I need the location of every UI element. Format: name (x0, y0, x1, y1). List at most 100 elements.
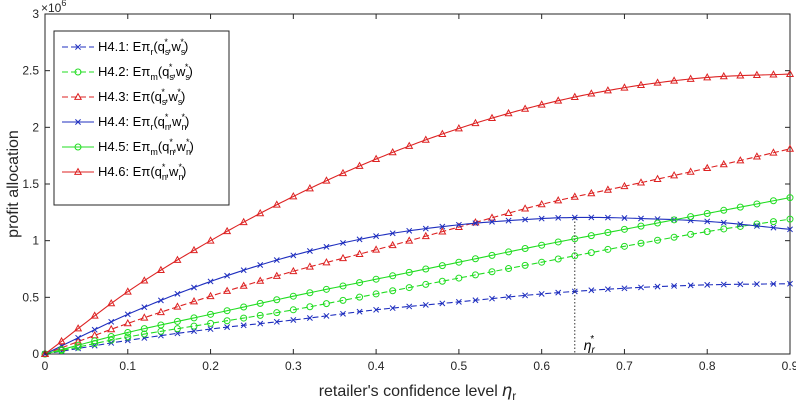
data-point-h42 (471, 271, 479, 279)
y-tick-label: 1 (32, 234, 39, 248)
data-point-h43 (504, 208, 513, 217)
data-point-h46 (554, 96, 563, 104)
data-point-h45 (521, 245, 529, 253)
data-point-h45 (190, 314, 198, 322)
data-point-h42 (753, 220, 761, 228)
legend-label: H4.3: Eπ(qs*,ws*) (98, 87, 185, 107)
data-point-h43 (487, 213, 497, 221)
data-point-h43 (620, 181, 629, 190)
y-axis-exponent: ×106 (41, 0, 66, 15)
x-tick-label: 0.7 (616, 359, 633, 373)
data-point-h41 (455, 298, 462, 305)
data-point-h41 (770, 280, 777, 287)
data-point-h45 (91, 337, 99, 345)
data-point-h41 (340, 310, 346, 317)
legend-entry-h43: H4.3: Eπ(qs*,ws*) (62, 87, 185, 107)
data-point-h42 (786, 215, 794, 223)
data-point-h46 (785, 69, 795, 77)
data-point-h41 (422, 301, 429, 308)
data-point-h44 (240, 267, 247, 274)
data-point-h42 (505, 265, 513, 273)
data-point-h44 (389, 230, 396, 237)
legend-marker (73, 167, 83, 175)
data-point-h45 (505, 248, 513, 256)
data-point-h41 (720, 281, 727, 288)
annotation-layer: ηr* (574, 218, 596, 356)
data-point-h41 (505, 293, 512, 300)
data-point-h41 (604, 286, 611, 293)
data-point-h44 (538, 215, 545, 222)
data-point-h42 (554, 255, 562, 263)
data-point-h46 (670, 76, 679, 84)
data-point-h44 (770, 224, 777, 231)
data-point-h42 (289, 306, 297, 314)
data-point-h42 (637, 239, 645, 247)
data-point-h44 (323, 243, 330, 250)
data-point-h42 (670, 233, 678, 241)
data-point-h44 (174, 290, 181, 297)
data-point-h45 (753, 200, 761, 208)
x-tick-label: 0.9 (782, 359, 796, 373)
data-point-h46 (471, 118, 480, 127)
data-point-h46 (223, 226, 232, 235)
data-point-h46 (305, 184, 314, 192)
data-point-h45 (322, 285, 330, 293)
data-point-h44 (91, 326, 98, 333)
data-point-h45 (173, 317, 181, 325)
legend-label: H4.2: Eπm(qs*,ws*) (98, 62, 193, 82)
data-point-h45 (786, 194, 794, 202)
data-point-h44 (224, 272, 231, 279)
data-point-h41 (671, 283, 678, 289)
data-point-h42 (124, 333, 132, 341)
data-point-h41 (356, 308, 363, 315)
y-tick-label: 0.5 (22, 290, 39, 304)
y-tick-label: 2 (32, 120, 39, 134)
data-point-h46 (173, 255, 182, 263)
data-point-h44 (505, 217, 512, 224)
data-point-h44 (141, 304, 148, 311)
data-point-h46 (405, 141, 414, 149)
data-point-h42 (720, 225, 728, 233)
data-point-h41 (323, 312, 330, 319)
data-point-h45 (58, 346, 66, 354)
data-point-h43 (239, 281, 248, 289)
y-tick-label: 3 (32, 7, 39, 21)
data-point-h43 (703, 163, 712, 172)
data-point-h43 (388, 240, 397, 249)
legend-entry-h44: H4.4: Eπr(qn*,wn*) (62, 112, 189, 132)
data-point-h46 (421, 135, 430, 143)
data-point-h45 (703, 209, 711, 217)
data-point-h43 (752, 152, 761, 160)
x-tick-label: 0.3 (285, 359, 302, 373)
data-point-h42 (339, 296, 347, 304)
x-tick-label: 0 (42, 359, 49, 373)
data-point-h44 (191, 284, 197, 291)
data-point-h42 (107, 336, 115, 344)
data-point-h46 (140, 276, 149, 284)
data-point-h43 (223, 286, 232, 294)
data-point-h43 (636, 178, 646, 186)
data-point-h44 (157, 297, 164, 304)
data-point-h44 (439, 223, 446, 230)
data-point-h45 (720, 206, 728, 214)
data-point-h42 (240, 314, 248, 322)
data-point-h42 (389, 287, 397, 295)
data-point-h44 (207, 278, 214, 285)
data-point-h45 (74, 341, 82, 349)
data-point-h42 (488, 268, 496, 276)
data-point-h45 (405, 268, 413, 276)
data-point-h44 (737, 221, 744, 228)
data-point-h44 (522, 216, 529, 223)
data-point-h42 (140, 330, 148, 338)
data-point-h43 (603, 185, 612, 193)
legend-entry-h42: H4.2: Eπm(qs*,ws*) (62, 62, 193, 82)
data-point-h41 (290, 317, 297, 323)
data-point-h44 (555, 214, 562, 221)
data-point-h42 (306, 303, 314, 311)
data-point-h43 (421, 231, 430, 240)
data-point-h43 (736, 156, 745, 164)
data-point-h46 (752, 70, 761, 79)
data-point-h41 (737, 281, 744, 288)
data-point-h44 (273, 257, 280, 264)
data-point-h43 (785, 144, 795, 152)
